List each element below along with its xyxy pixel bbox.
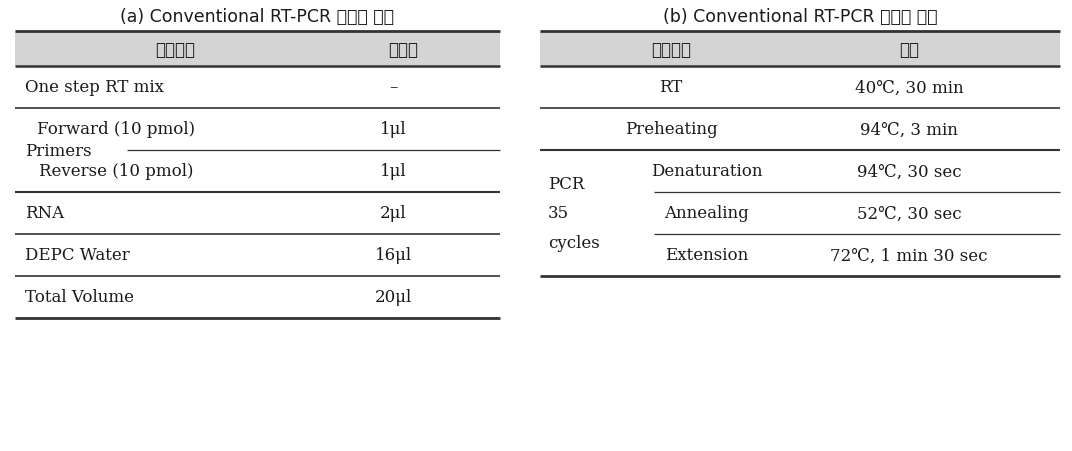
Text: Annealing: Annealing — [664, 205, 748, 222]
Text: PCR: PCR — [548, 176, 584, 193]
Text: Preheating: Preheating — [625, 121, 717, 138]
Text: Total Volume: Total Volume — [25, 289, 134, 306]
Bar — [15, 32, 500, 67]
Text: 72℃, 1 min 30 sec: 72℃, 1 min 30 sec — [831, 247, 988, 264]
Text: 35: 35 — [548, 205, 569, 222]
Text: 조건: 조건 — [899, 41, 919, 58]
Text: One step RT mix: One step RT mix — [25, 79, 164, 96]
Text: cycles: cycles — [548, 235, 599, 251]
Text: 94℃, 30 sec: 94℃, 30 sec — [857, 163, 962, 180]
Text: RT: RT — [659, 79, 683, 96]
Text: 반응단계: 반응단계 — [651, 41, 691, 58]
Text: 52℃, 30 sec: 52℃, 30 sec — [857, 205, 962, 222]
Text: DEPC Water: DEPC Water — [25, 247, 130, 264]
Text: (b) Conventional RT-PCR 반응액 조건: (b) Conventional RT-PCR 반응액 조건 — [662, 8, 937, 26]
Text: 1μl: 1μl — [379, 163, 406, 180]
Text: 반응물질: 반응물질 — [155, 41, 195, 58]
Text: 16μl: 16μl — [375, 247, 412, 264]
Text: Denaturation: Denaturation — [651, 163, 762, 180]
Text: 첨가량: 첨가량 — [388, 41, 418, 58]
Text: RNA: RNA — [25, 205, 64, 222]
Text: Primers: Primers — [25, 142, 91, 159]
Text: Forward (10 pmol): Forward (10 pmol) — [38, 121, 195, 138]
Text: –: – — [389, 79, 398, 96]
Text: Extension: Extension — [665, 247, 748, 264]
Text: 20μl: 20μl — [375, 289, 412, 306]
Text: 1μl: 1μl — [379, 121, 406, 138]
Text: 94℃, 3 min: 94℃, 3 min — [860, 121, 958, 138]
Text: 2μl: 2μl — [379, 205, 406, 222]
Text: 40℃, 30 min: 40℃, 30 min — [854, 79, 964, 96]
Text: Reverse (10 pmol): Reverse (10 pmol) — [39, 163, 194, 180]
Bar — [540, 32, 1060, 67]
Text: (a) Conventional RT-PCR 반응액 조성: (a) Conventional RT-PCR 반응액 조성 — [120, 8, 394, 26]
